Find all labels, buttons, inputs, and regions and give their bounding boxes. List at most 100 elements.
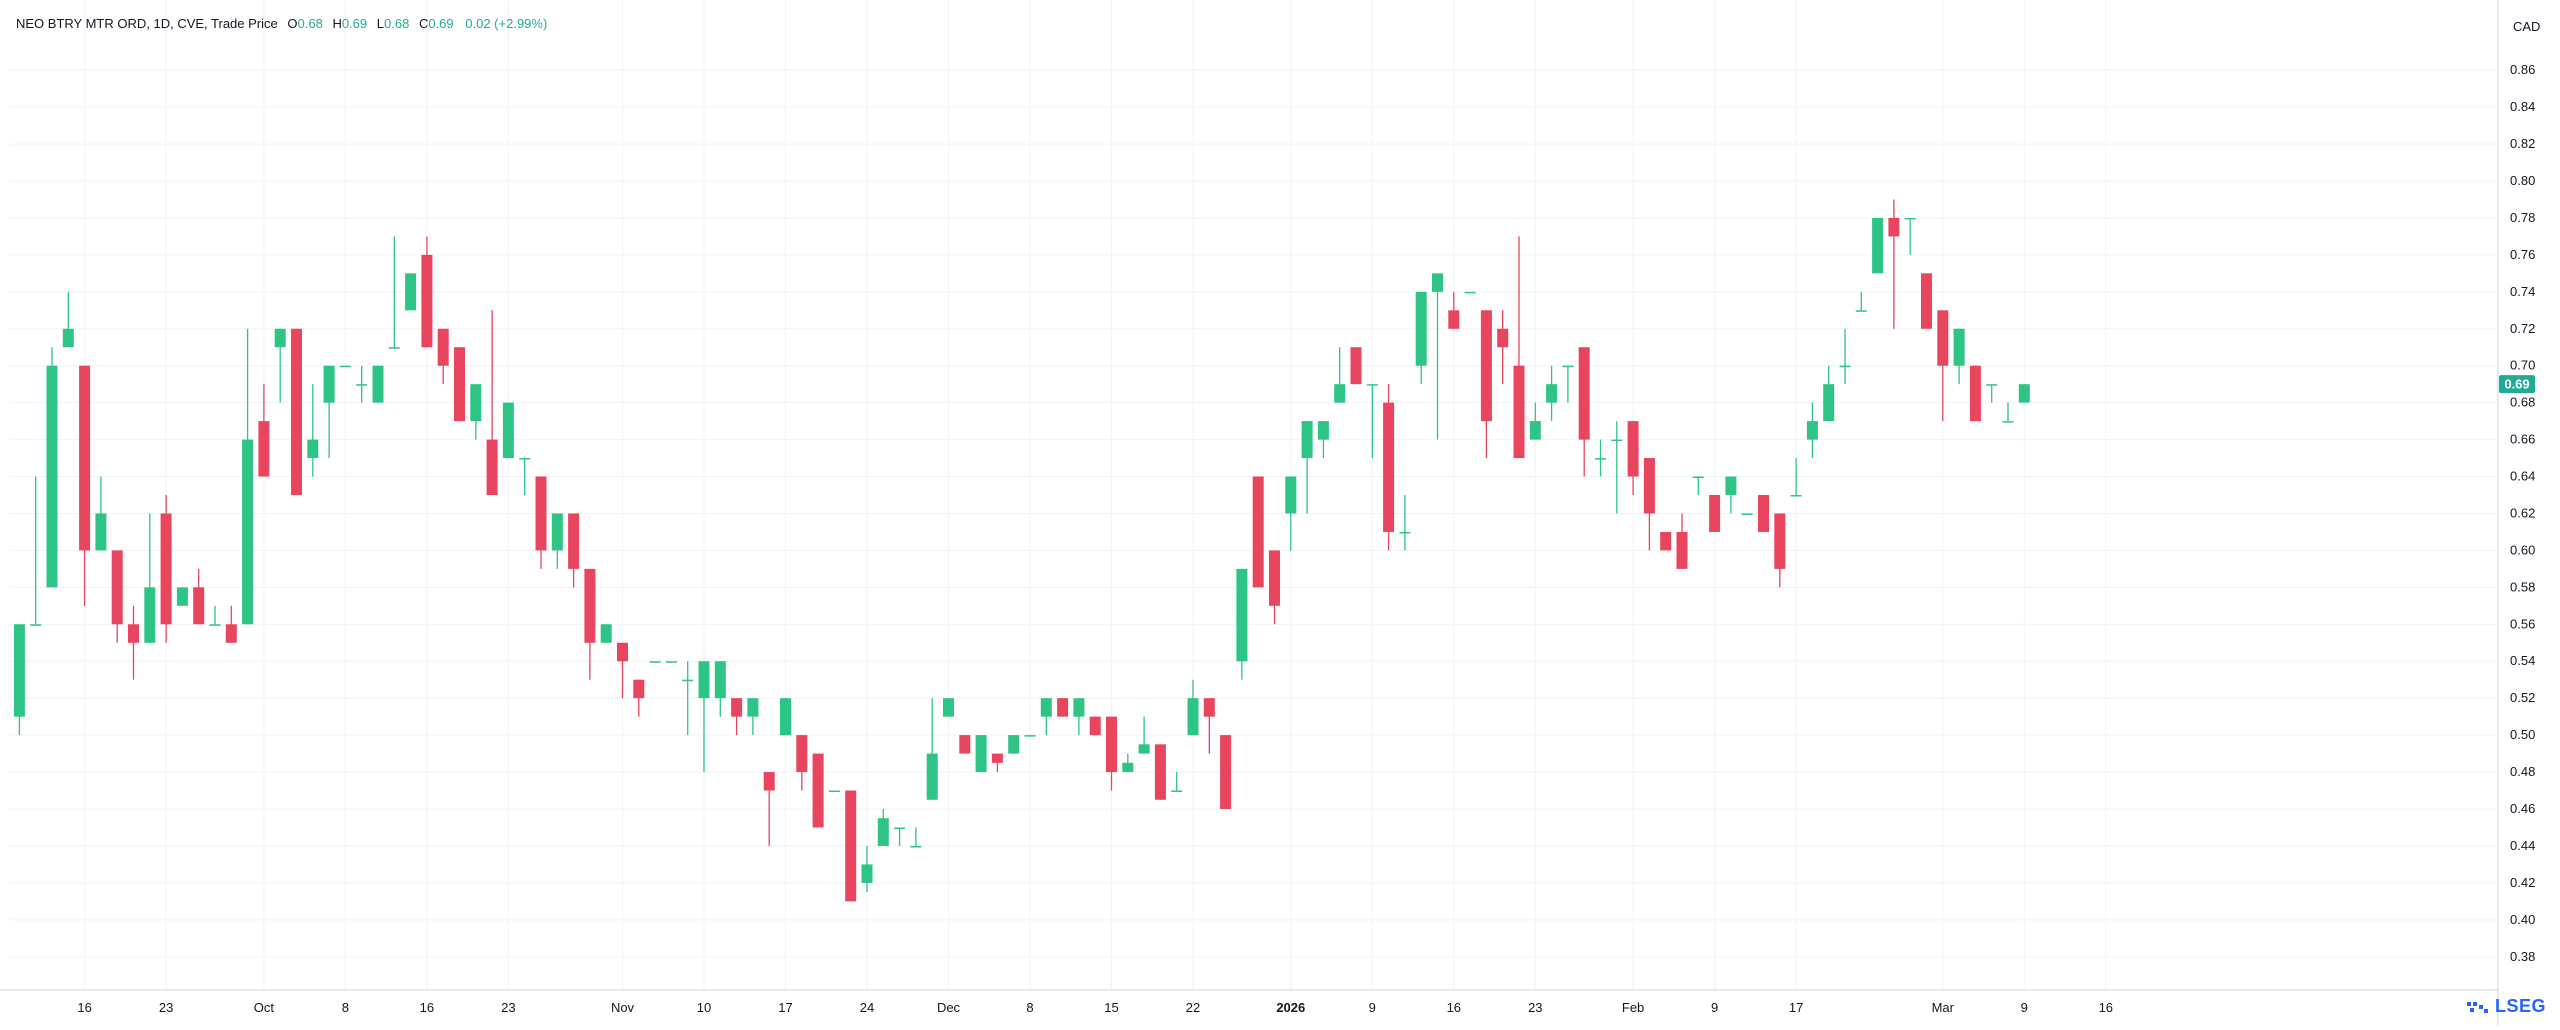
candle-body[interactable]: [1758, 495, 1769, 532]
candle-body[interactable]: [780, 698, 791, 736]
candle-body[interactable]: [1529, 421, 1541, 440]
candle-body[interactable]: [551, 513, 563, 551]
candle-body[interactable]: [1252, 476, 1264, 588]
candle-body[interactable]: [1709, 495, 1721, 532]
candle-body[interactable]: [1480, 310, 1492, 422]
candle-body[interactable]: [649, 661, 661, 663]
candle-body[interactable]: [1171, 790, 1183, 793]
candle-body[interactable]: [437, 328, 449, 366]
candle-body[interactable]: [1823, 384, 1835, 422]
candle-body[interactable]: [845, 790, 857, 902]
candle-body[interactable]: [128, 624, 139, 643]
candle-body[interactable]: [1106, 716, 1117, 773]
candle-body[interactable]: [877, 818, 889, 846]
candle-body[interactable]: [714, 661, 726, 699]
candle-body[interactable]: [1236, 568, 1248, 662]
candle-body[interactable]: [747, 698, 759, 717]
candle-body[interactable]: [910, 845, 922, 848]
candle-body[interactable]: [2002, 421, 2014, 423]
candle-body[interactable]: [111, 550, 123, 625]
candle-body[interactable]: [1203, 698, 1215, 717]
candle-body[interactable]: [1578, 347, 1590, 440]
candle-body[interactable]: [62, 328, 74, 348]
candle-body[interactable]: [1986, 384, 1998, 386]
candle-body[interactable]: [160, 513, 172, 625]
candle-body[interactable]: [421, 254, 433, 348]
candle-body[interactable]: [1676, 531, 1688, 569]
candle-body[interactable]: [584, 568, 596, 643]
candle-body[interactable]: [633, 679, 645, 699]
candle-body[interactable]: [486, 439, 498, 495]
candle-body[interactable]: [1285, 476, 1297, 514]
candle-body[interactable]: [30, 624, 42, 626]
candle-body[interactable]: [502, 402, 514, 459]
candle-body[interactable]: [1448, 310, 1460, 329]
candle-body[interactable]: [861, 864, 873, 883]
candle-body[interactable]: [731, 698, 743, 717]
candle-body[interactable]: [1611, 439, 1623, 442]
candle-body[interactable]: [1546, 384, 1558, 403]
candle-body[interactable]: [796, 735, 808, 773]
candle-body[interactable]: [356, 384, 368, 386]
candle-body[interactable]: [323, 365, 335, 403]
candle-body[interactable]: [405, 273, 417, 311]
candle-body[interactable]: [959, 735, 971, 754]
candle-body[interactable]: [258, 421, 270, 477]
candle-body[interactable]: [568, 513, 580, 569]
candle-body[interactable]: [600, 624, 612, 643]
candle-body[interactable]: [975, 735, 987, 773]
candle-body[interactable]: [926, 753, 938, 800]
candle-body[interactable]: [1269, 550, 1280, 606]
candle-body[interactable]: [79, 365, 91, 551]
candle-body[interactable]: [894, 827, 906, 829]
candle-body[interactable]: [144, 587, 156, 643]
candle-body[interactable]: [617, 642, 628, 662]
candle-body[interactable]: [176, 587, 188, 606]
candle-body[interactable]: [1187, 698, 1199, 736]
candle-body[interactable]: [1595, 458, 1606, 460]
candle-body[interactable]: [1089, 716, 1101, 736]
candle-body[interactable]: [1366, 384, 1378, 386]
candle-body[interactable]: [1921, 273, 1932, 329]
candle-body[interactable]: [1154, 744, 1166, 800]
candle-body[interactable]: [225, 624, 237, 643]
candle-body[interactable]: [1350, 347, 1362, 385]
candle-body[interactable]: [1138, 744, 1150, 754]
candle-body[interactable]: [1888, 217, 1900, 237]
candle-body[interactable]: [1643, 458, 1655, 514]
candle-body[interactable]: [1464, 291, 1476, 294]
candle-body[interactable]: [209, 624, 221, 626]
candle-body[interactable]: [1383, 402, 1395, 532]
candle-body[interactable]: [470, 384, 482, 422]
candle-body[interactable]: [1660, 531, 1672, 551]
candle-body[interactable]: [1122, 762, 1134, 773]
candle-body[interactable]: [1839, 365, 1851, 368]
candle-body[interactable]: [812, 753, 824, 828]
candle-body[interactable]: [1692, 476, 1704, 479]
candle-body[interactable]: [307, 439, 319, 459]
candle-body[interactable]: [1040, 698, 1052, 717]
candle-body[interactable]: [46, 365, 58, 588]
candle-body[interactable]: [1872, 217, 1884, 274]
candle-body[interactable]: [1774, 513, 1786, 569]
candle-body[interactable]: [1301, 421, 1313, 459]
candle-body[interactable]: [1741, 513, 1753, 515]
candle-body[interactable]: [1432, 273, 1443, 292]
candle-body[interactable]: [1024, 735, 1036, 737]
candle-body[interactable]: [1937, 310, 1949, 366]
candle-body[interactable]: [1904, 217, 1916, 220]
candle-body[interactable]: [1497, 328, 1509, 348]
candle-body[interactable]: [1220, 735, 1232, 809]
candle-body[interactable]: [1399, 531, 1411, 534]
candle-body[interactable]: [1317, 421, 1329, 440]
candle-body[interactable]: [1855, 310, 1867, 312]
candle-body[interactable]: [95, 513, 107, 551]
candle-body[interactable]: [828, 790, 840, 793]
candle-body[interactable]: [274, 328, 286, 348]
candle-body[interactable]: [291, 328, 302, 495]
candle-body[interactable]: [1513, 365, 1525, 459]
candle-body[interactable]: [665, 661, 677, 663]
candle-body[interactable]: [519, 458, 531, 460]
candle-body[interactable]: [242, 439, 254, 625]
